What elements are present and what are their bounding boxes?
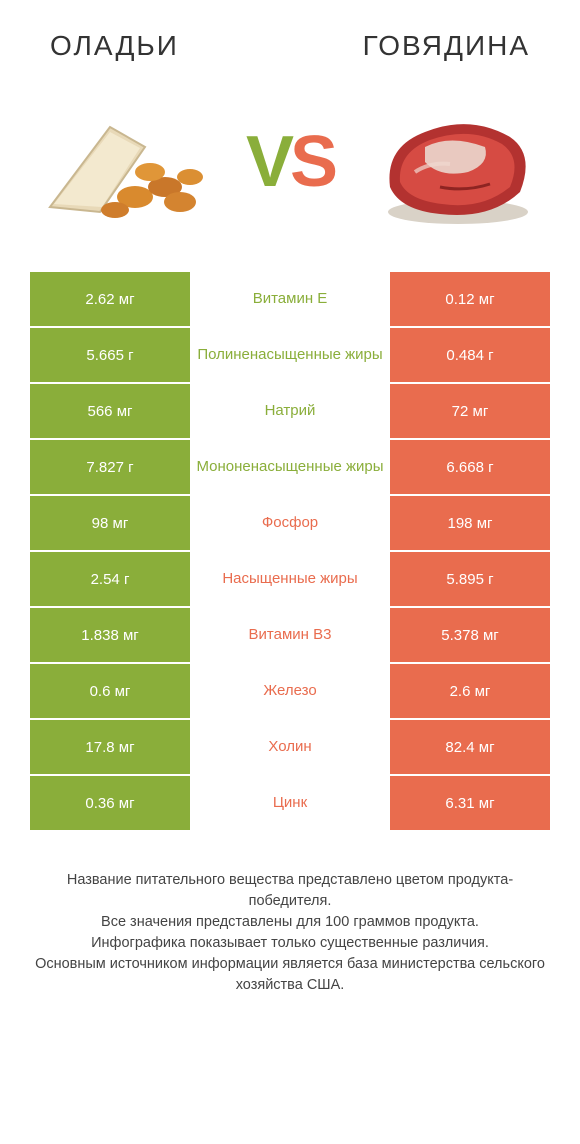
table-row: 0.6 мгЖелезо2.6 мг [30, 664, 550, 718]
left-value: 7.827 г [30, 440, 190, 494]
right-value: 198 мг [390, 496, 550, 550]
left-value: 0.36 мг [30, 776, 190, 830]
header: ОЛАДЬИ ГОВЯДИНА [30, 30, 550, 62]
nutrient-label: Насыщенные жиры [190, 552, 390, 606]
nutrient-label: Холин [190, 720, 390, 774]
left-product-title: ОЛАДЬИ [50, 30, 179, 62]
footer-text: Название питательного вещества представл… [30, 870, 550, 996]
right-value: 5.378 мг [390, 608, 550, 662]
footer-line: Основным источником информации является … [34, 954, 546, 996]
right-value: 82.4 мг [390, 720, 550, 774]
table-row: 5.665 гПолиненасыщенные жиры0.484 г [30, 328, 550, 382]
nutrient-label: Натрий [190, 384, 390, 438]
left-value: 2.54 г [30, 552, 190, 606]
table-row: 1.838 мгВитамин B35.378 мг [30, 608, 550, 662]
right-value: 0.484 г [390, 328, 550, 382]
left-value: 1.838 мг [30, 608, 190, 662]
nutrient-label: Цинк [190, 776, 390, 830]
right-value: 6.668 г [390, 440, 550, 494]
table-row: 2.54 гНасыщенные жиры5.895 г [30, 552, 550, 606]
right-value: 6.31 мг [390, 776, 550, 830]
footer-line: Все значения представлены для 100 граммо… [34, 912, 546, 933]
table-row: 2.62 мгВитамин E0.12 мг [30, 272, 550, 326]
nutrient-label: Мононенасыщенные жиры [190, 440, 390, 494]
table-row: 17.8 мгХолин82.4 мг [30, 720, 550, 774]
left-value: 5.665 г [30, 328, 190, 382]
nutrient-label: Железо [190, 664, 390, 718]
vs-left-letter: V [246, 122, 290, 202]
page: ОЛАДЬИ ГОВЯДИНА VS [0, 0, 580, 1144]
right-value: 5.895 г [390, 552, 550, 606]
left-value: 17.8 мг [30, 720, 190, 774]
nutrient-label: Витамин B3 [190, 608, 390, 662]
nutrient-label: Фосфор [190, 496, 390, 550]
footer-line: Название питательного вещества представл… [34, 870, 546, 912]
left-product-image [40, 92, 210, 232]
table-row: 7.827 гМононенасыщенные жиры6.668 г [30, 440, 550, 494]
left-value: 566 мг [30, 384, 190, 438]
vs-label: VS [246, 126, 334, 198]
right-value: 0.12 мг [390, 272, 550, 326]
right-value: 2.6 мг [390, 664, 550, 718]
table-row: 0.36 мгЦинк6.31 мг [30, 776, 550, 830]
left-value: 0.6 мг [30, 664, 190, 718]
table-row: 566 мгНатрий72 мг [30, 384, 550, 438]
table-row: 98 мгФосфор198 мг [30, 496, 550, 550]
nutrient-label: Витамин E [190, 272, 390, 326]
left-value: 2.62 мг [30, 272, 190, 326]
right-product-image [370, 92, 540, 232]
nutrient-label: Полиненасыщенные жиры [190, 328, 390, 382]
footer-line: Инфографика показывает только существенн… [34, 933, 546, 954]
right-value: 72 мг [390, 384, 550, 438]
nutrient-table: 2.62 мгВитамин E0.12 мг5.665 гПолиненасы… [30, 272, 550, 830]
vs-right-letter: S [290, 122, 334, 202]
right-product-title: ГОВЯДИНА [363, 30, 530, 62]
left-value: 98 мг [30, 496, 190, 550]
hero-row: VS [30, 62, 550, 272]
